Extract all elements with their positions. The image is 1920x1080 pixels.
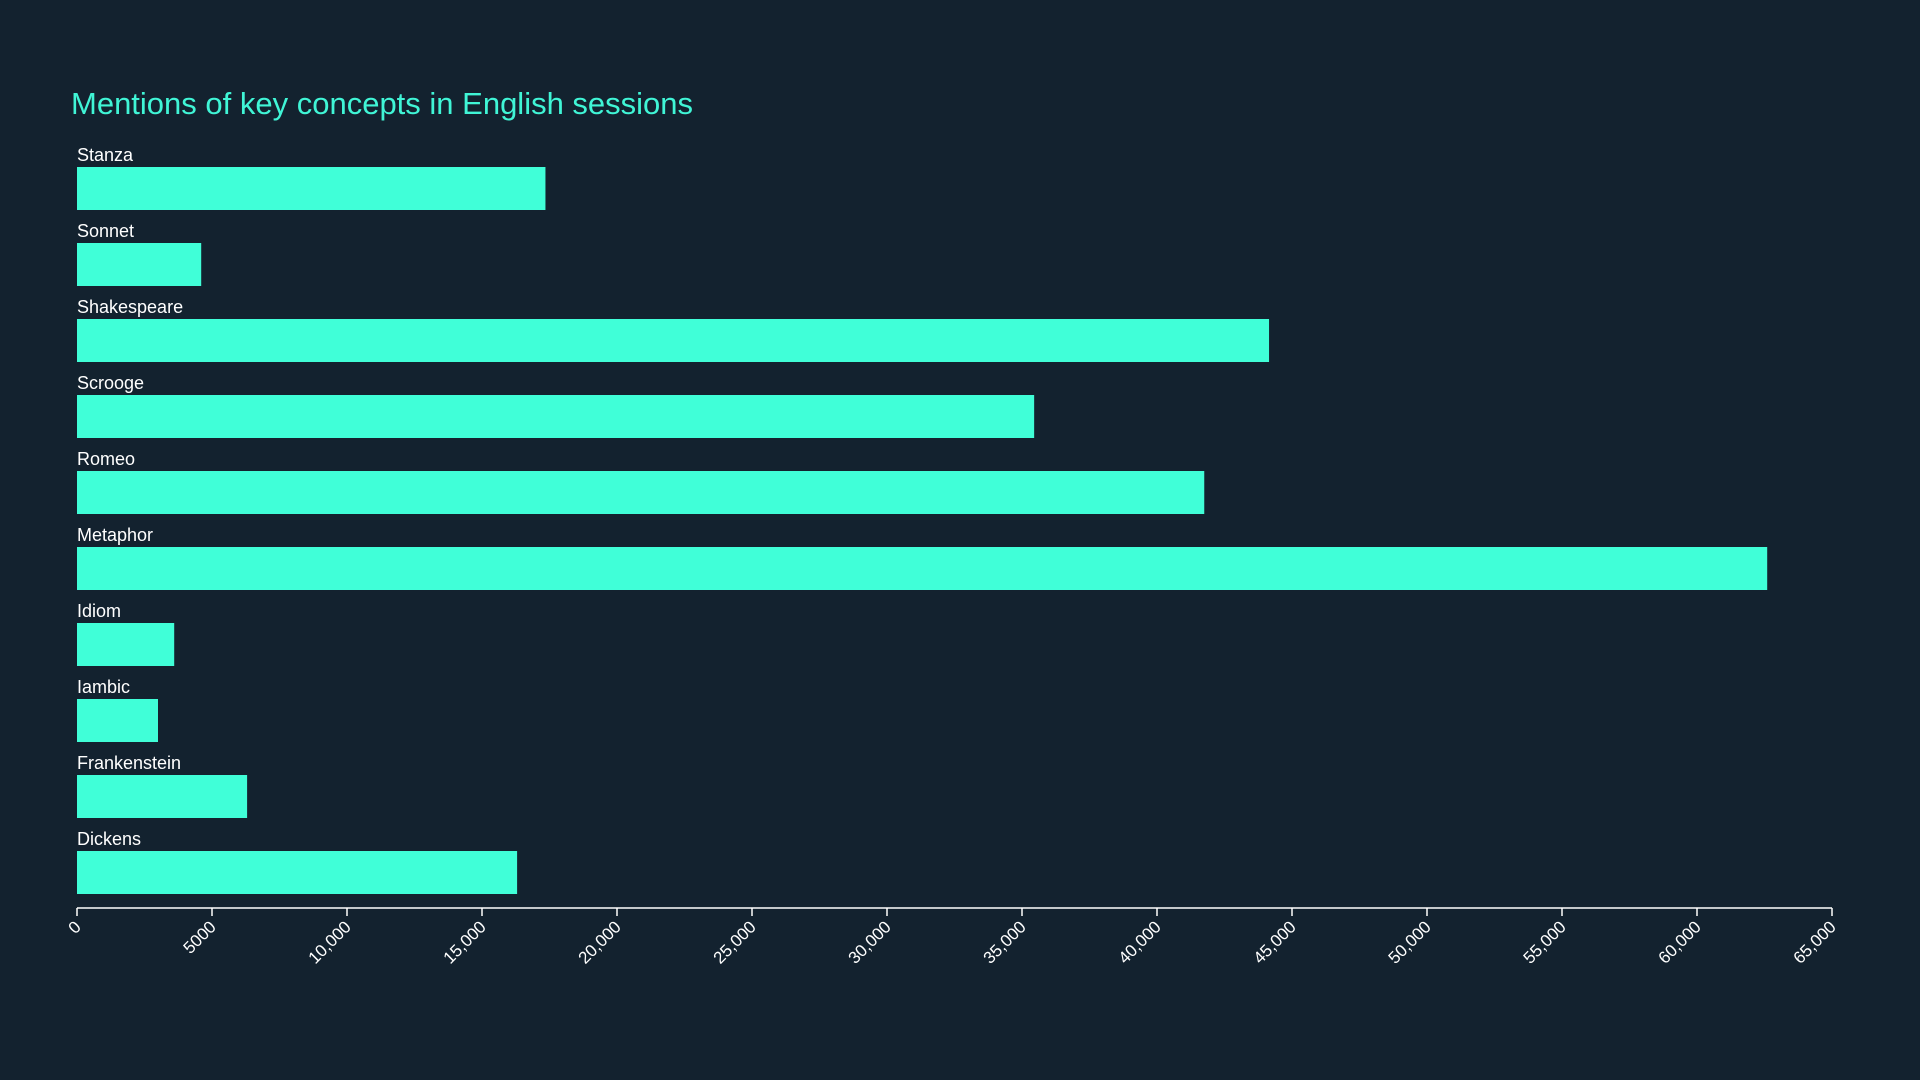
- x-tick-label-40000: 40,000: [1115, 917, 1165, 967]
- x-axis: 0 5000 10,000 15,000 20,000 25,000 30,000 35,00…: [65, 907, 1840, 968]
- x-tick-label-50000: 50,000: [1385, 917, 1435, 967]
- category-labels: Stanza Sonnet Shakespeare Scrooge Romeo Metap…: [77, 145, 183, 849]
- x-tick-label-55000: 55,000: [1520, 917, 1570, 967]
- x-tick-label-30000: 30,000: [845, 917, 895, 967]
- bar-iambic: [77, 699, 158, 742]
- chart-title: Mentions of key concepts in English sess…: [71, 86, 694, 121]
- x-tick-label-15000: 15,000: [440, 917, 490, 967]
- category-label-shakespeare: Shakespeare: [77, 297, 183, 317]
- bar-idiom: [77, 623, 175, 666]
- x-tick-label-5000: 5000: [180, 917, 220, 957]
- category-label-scrooge: Scrooge: [77, 373, 144, 393]
- bar-stanza: [77, 167, 546, 210]
- bar-metaphor: [77, 547, 1768, 590]
- category-label-sonnet: Sonnet: [77, 221, 134, 241]
- x-tick-label-20000: 20,000: [575, 917, 625, 967]
- category-label-dickens: Dickens: [77, 829, 141, 849]
- bar-sonnet: [77, 243, 202, 286]
- bar-shakespeare: [77, 319, 1270, 362]
- x-tick-label-35000: 35,000: [980, 917, 1030, 967]
- category-label-iambic: Iambic: [77, 677, 130, 697]
- category-label-romeo: Romeo: [77, 449, 135, 469]
- x-tick-label-45000: 45,000: [1250, 917, 1300, 967]
- x-tick-label-25000: 25,000: [710, 917, 760, 967]
- x-tick-label-65000: 65,000: [1790, 917, 1840, 967]
- category-label-stanza: Stanza: [77, 145, 134, 165]
- x-tick-label-10000: 10,000: [305, 917, 355, 967]
- bar-frankenstein: [77, 775, 248, 818]
- bars-layer: [77, 167, 1768, 894]
- category-label-frankenstein: Frankenstein: [77, 753, 181, 773]
- bar-scrooge: [77, 395, 1035, 438]
- x-tick-label-0: 0: [65, 917, 85, 937]
- bar-dickens: [77, 851, 518, 894]
- bar-romeo: [77, 471, 1205, 514]
- x-tick-label-60000: 60,000: [1655, 917, 1705, 967]
- category-label-idiom: Idiom: [77, 601, 121, 621]
- category-label-metaphor: Metaphor: [77, 525, 153, 545]
